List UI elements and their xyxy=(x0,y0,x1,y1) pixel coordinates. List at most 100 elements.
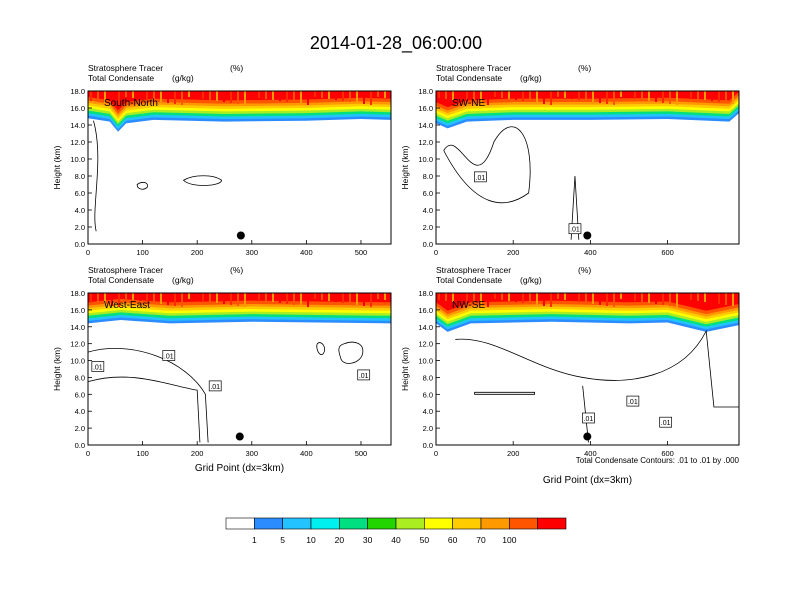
panel-label-tracer: Stratosphere Tracer xyxy=(436,265,511,275)
colorbar-label: 30 xyxy=(363,535,373,545)
figure-title: 2014-01-28_06:00:00 xyxy=(310,33,482,54)
y-tick-label: 4.0 xyxy=(423,206,433,215)
x-tick-label: 500 xyxy=(355,248,368,257)
x-tick-label: 400 xyxy=(584,449,597,458)
contour-label: .01 xyxy=(570,227,580,234)
x-tick-label: 200 xyxy=(507,449,520,458)
contour-label: .01 xyxy=(164,353,174,360)
condensate-contour-1 xyxy=(182,175,222,186)
contour-label: .01 xyxy=(359,373,369,380)
y-tick-label: 6.0 xyxy=(75,390,85,399)
y-tick-label: 8.0 xyxy=(423,172,433,181)
x-tick-label: 400 xyxy=(300,449,313,458)
colorbar-label: 60 xyxy=(448,535,458,545)
contour-label-box xyxy=(91,361,105,372)
contour-label-box xyxy=(568,223,582,235)
y-tick-label: 0.0 xyxy=(423,240,433,249)
colorbar-swatch xyxy=(339,517,368,530)
condensate-contour-1 xyxy=(87,376,201,443)
condensate-contour-0 xyxy=(93,120,99,232)
panel-label-tracer-unit: (%) xyxy=(230,265,243,275)
y-tick-label: 2.0 xyxy=(423,424,433,433)
x-tick-label: 200 xyxy=(507,248,520,257)
y-tick-label: 14.0 xyxy=(70,121,85,130)
colorbar-label: 20 xyxy=(335,535,345,545)
colorbar-swatch xyxy=(254,517,283,530)
colorbar-label: 1 xyxy=(252,535,257,545)
panel-label-condensate-unit: (g/kg) xyxy=(520,275,542,285)
y-tick-label: 18.0 xyxy=(70,289,85,298)
y-tick-label: 8.0 xyxy=(75,172,85,181)
y-axis-label: Height (km) xyxy=(400,347,410,391)
colorbar-swatch xyxy=(310,517,340,530)
condensate-contour-2 xyxy=(338,341,364,364)
y-tick-label: 16.0 xyxy=(70,306,85,315)
y-tick-label: 0.0 xyxy=(423,441,433,450)
colorbar-label: 10 xyxy=(306,535,316,545)
colorbar-swatch xyxy=(537,517,567,530)
plot-frame xyxy=(87,292,392,446)
y-tick-label: 6.0 xyxy=(423,189,433,198)
panel-region-label: West-East xyxy=(104,300,150,311)
location-marker xyxy=(583,231,592,240)
x-tick-label: 0 xyxy=(434,449,438,458)
panel-label-condensate: Total Condensate xyxy=(436,73,502,83)
colorbar-swatch xyxy=(395,517,425,530)
location-marker xyxy=(236,231,245,240)
condensate-contour-0 xyxy=(87,348,209,443)
x-tick-label: 100 xyxy=(136,248,149,257)
y-tick-label: 2.0 xyxy=(75,223,85,232)
y-tick-label: 18.0 xyxy=(418,87,433,96)
panel-region-label: South-North xyxy=(104,98,158,109)
y-tick-label: 4.0 xyxy=(423,407,433,416)
contour-label: .01 xyxy=(210,384,220,391)
contour-label-box xyxy=(474,171,487,183)
y-tick-label: 4.0 xyxy=(75,407,85,416)
y-tick-label: 10.0 xyxy=(418,155,433,164)
colorbar-swatch xyxy=(225,517,255,530)
x-tick-label: 100 xyxy=(136,449,149,458)
y-tick-label: 4.0 xyxy=(75,206,85,215)
panel-label-tracer: Stratosphere Tracer xyxy=(88,63,163,73)
condensate-contour-0 xyxy=(455,329,739,408)
colorbar-swatch xyxy=(367,517,397,530)
y-tick-label: 12.0 xyxy=(418,340,433,349)
x-tick-label: 300 xyxy=(246,248,259,257)
colorbar-label: 100 xyxy=(502,535,516,545)
panel-label-condensate-unit: (g/kg) xyxy=(520,73,542,83)
y-tick-label: 8.0 xyxy=(423,373,433,382)
y-tick-label: 16.0 xyxy=(418,306,433,315)
colorbar-label: 50 xyxy=(420,535,430,545)
location-marker xyxy=(235,432,244,441)
panel-label-condensate-unit: (g/kg) xyxy=(172,275,194,285)
x-tick-label: 200 xyxy=(191,449,204,458)
y-axis-label: Height (km) xyxy=(52,145,62,189)
panel-sw-ne: Stratosphere Tracer (%) Total Condensate (g… xyxy=(400,63,740,257)
y-tick-label: 12.0 xyxy=(70,340,85,349)
colorbar-swatch xyxy=(282,517,312,530)
condensate-contour-1 xyxy=(474,391,535,395)
panel-label-tracer-unit: (%) xyxy=(578,265,591,275)
x-tick-label: 0 xyxy=(86,449,90,458)
plot-frame xyxy=(87,90,392,245)
y-tick-label: 10.0 xyxy=(70,155,85,164)
x-tick-label: 600 xyxy=(661,449,674,458)
x-tick-label: 600 xyxy=(661,248,674,257)
contour-label-box xyxy=(626,395,640,407)
y-tick-label: 2.0 xyxy=(75,424,85,433)
y-axis-label: Height (km) xyxy=(400,145,410,189)
y-tick-label: 0.0 xyxy=(75,441,85,450)
colorbar-swatch xyxy=(480,517,510,530)
panel-region-label: NW-SE xyxy=(452,300,485,311)
contour-label-box xyxy=(659,416,673,428)
y-tick-label: 8.0 xyxy=(75,373,85,382)
x-tick-label: 0 xyxy=(86,248,90,257)
y-tick-label: 12.0 xyxy=(70,138,85,147)
contour-label: .01 xyxy=(584,416,594,423)
contour-label-box xyxy=(162,350,176,361)
colorbar-swatch xyxy=(424,517,453,530)
y-tick-label: 10.0 xyxy=(418,357,433,366)
x-tick-label: 400 xyxy=(300,248,313,257)
condensate-contour-2 xyxy=(136,181,148,190)
